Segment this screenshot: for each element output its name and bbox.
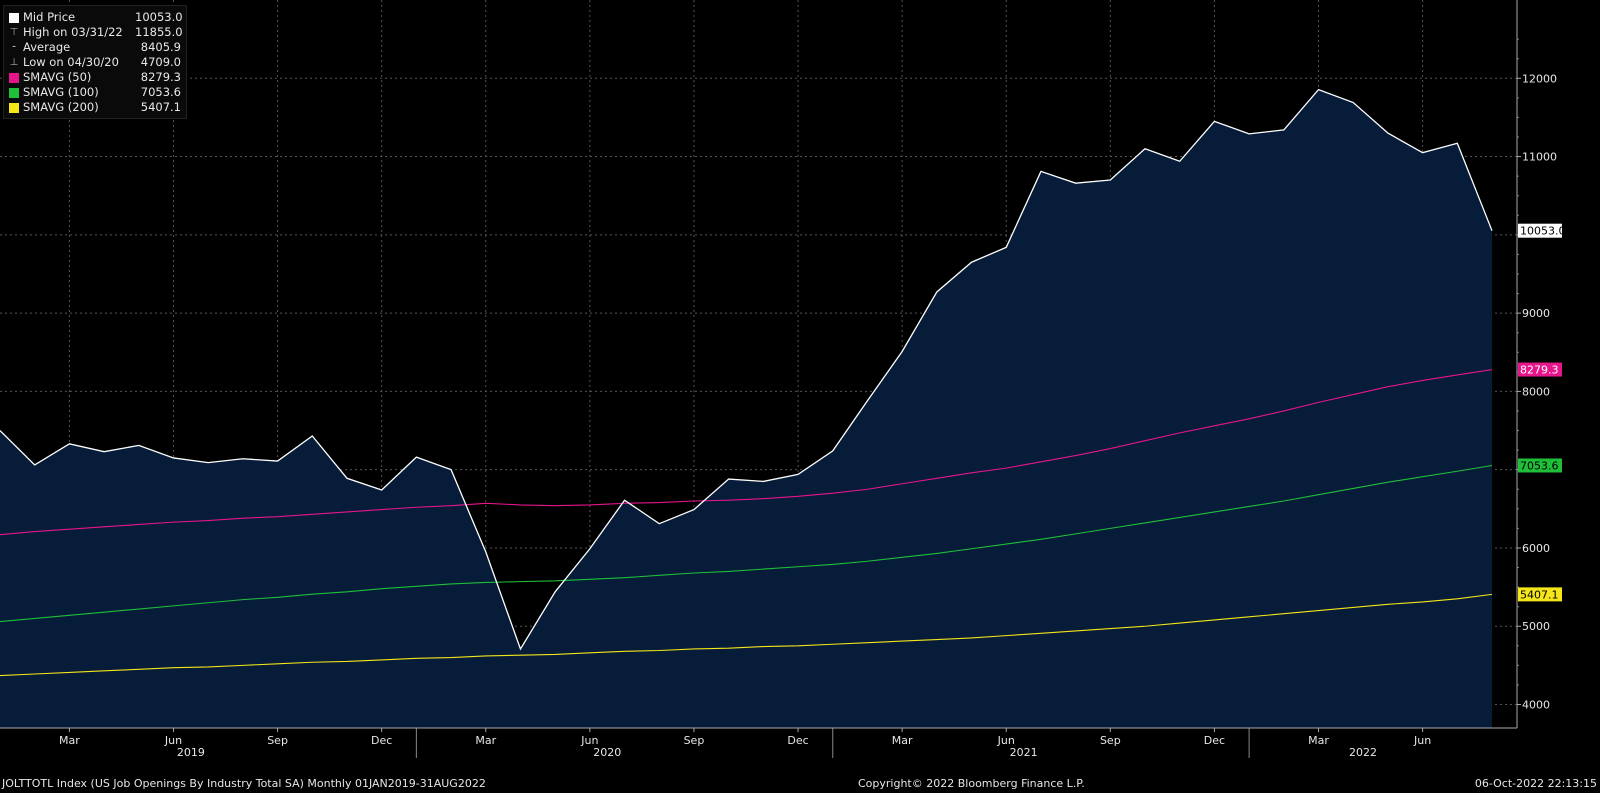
legend-row: ⊤ High on 03/31/22 11855.0 (9, 25, 183, 40)
last-value-text: 8279.3 (1520, 364, 1559, 377)
legend-label: Mid Price (23, 10, 76, 24)
legend-label: High on 03/31/22 (23, 25, 123, 39)
legend-row: SMAVG (200) 5407.1 (9, 100, 181, 115)
x-tick-label: Sep (267, 734, 288, 747)
last-value-tag: 5407.1 (1518, 587, 1562, 602)
legend-value: 4709.0 (140, 55, 181, 69)
y-tick-label: 8000 (1522, 385, 1550, 398)
y-tick-label: 9000 (1522, 307, 1550, 320)
mid-price-area (0, 89, 1492, 728)
price-chart: 4000 5000 6000 8000 9000 11000 12000 Mar Jun Sep D… (0, 0, 1566, 759)
x-tick-label: Sep (684, 734, 705, 747)
legend-value: 8405.9 (140, 40, 181, 54)
legend-row: ⁃ Average 8405.9 (9, 40, 182, 55)
legend-label: Low on 04/30/20 (23, 55, 119, 69)
series-line-mid-price (0, 88, 1493, 651)
low-marker-icon: ⊥ (9, 56, 19, 68)
legend-value: 7053.6 (140, 85, 181, 99)
last-value-text: 10053.0 (1520, 225, 1566, 238)
series-line-smavg-50 (0, 368, 1493, 536)
series-line-smavg-100 (0, 464, 1493, 623)
x-year-label: 2020 (593, 746, 621, 759)
x-tick-label: Mar (1308, 734, 1329, 747)
y-tick-label: 12000 (1522, 72, 1557, 85)
x-tick-label: Jun (580, 734, 598, 747)
legend-value: 5407.1 (140, 100, 181, 114)
legend-label: SMAVG (50) (23, 70, 92, 84)
copyright-notice: Copyright© 2022 Bloomberg Finance L.P. (858, 777, 1085, 790)
last-value-tag: 7053.6 (1518, 458, 1562, 473)
x-tick-label: Jun (997, 734, 1015, 747)
x-tick-label: Dec (1204, 734, 1225, 747)
x-tick-label: Sep (1100, 734, 1121, 747)
legend-row: SMAVG (100) 7053.6 (9, 85, 181, 100)
y-tick-label: 11000 (1522, 151, 1557, 164)
x-tick-label: Jun (164, 734, 182, 747)
security-description: JOLTTOTL Index (US Job Openings By Indus… (2, 777, 486, 790)
legend-swatch (9, 87, 19, 98)
last-value-tag: 8279.3 (1518, 362, 1562, 377)
x-year-label: 2019 (177, 746, 205, 759)
x-tick-label: Dec (787, 734, 808, 747)
area-fill (0, 89, 1492, 728)
series-lines (0, 88, 1493, 677)
x-year-label: 2021 (1010, 746, 1038, 759)
legend-value: 10053.0 (135, 10, 183, 24)
last-value-labels: 10053.0 8279.3 7053.6 5407.1 (1518, 223, 1566, 602)
legend-label: Average (23, 40, 71, 54)
legend-swatch (9, 102, 19, 113)
axes: 4000 5000 6000 8000 9000 11000 12000 Mar Jun Sep D… (0, 0, 1557, 759)
legend: Mid Price 10053.0 ⊤ High on 03/31/22 11855.0… (3, 5, 187, 119)
timestamp: 06-Oct-2022 22:13:15 (1474, 777, 1597, 790)
avg-marker-icon: ⁃ (11, 41, 17, 53)
legend-label: SMAVG (100) (23, 85, 99, 99)
x-year-label: 2022 (1349, 746, 1377, 759)
series-line-smavg-200 (0, 593, 1493, 677)
x-tick-label: Jun (1413, 734, 1431, 747)
last-value-text: 7053.6 (1520, 459, 1559, 472)
y-tick-label: 5000 (1522, 620, 1550, 633)
legend-value: 8279.3 (140, 70, 181, 84)
x-tick-label: Mar (475, 734, 496, 747)
y-tick-label: 6000 (1522, 542, 1550, 555)
x-tick-label: Mar (59, 734, 80, 747)
legend-row: ⊥ Low on 04/30/20 4709.0 (9, 55, 181, 70)
x-tick-label: Mar (892, 734, 913, 747)
legend-value: 11855.0 (135, 25, 183, 39)
legend-swatch (9, 72, 19, 83)
legend-swatch (9, 12, 19, 23)
legend-label: SMAVG (200) (23, 100, 99, 114)
high-marker-icon: ⊤ (9, 26, 19, 38)
legend-row: Mid Price 10053.0 (9, 10, 183, 25)
footer: JOLTTOTL Index (US Job Openings By Indus… (0, 777, 1600, 793)
last-value-text: 5407.1 (1520, 588, 1559, 601)
y-tick-label: 4000 (1522, 699, 1550, 712)
x-tick-label: Dec (371, 734, 392, 747)
last-value-tag: 10053.0 (1518, 223, 1566, 238)
legend-row: SMAVG (50) 8279.3 (9, 70, 181, 85)
